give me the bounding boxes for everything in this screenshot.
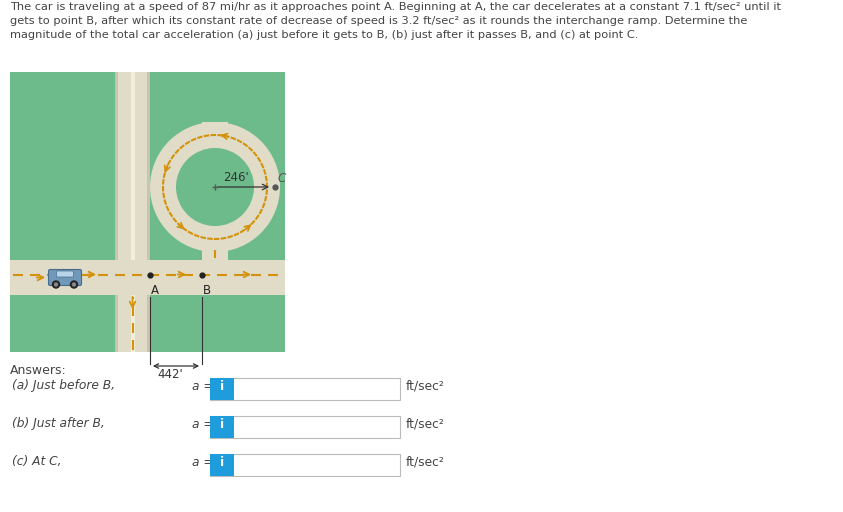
Text: (c) At C,: (c) At C, bbox=[12, 456, 62, 468]
Circle shape bbox=[176, 148, 254, 226]
FancyBboxPatch shape bbox=[56, 271, 73, 277]
Bar bbox=[10, 292, 285, 295]
Bar bbox=[210, 454, 400, 476]
Text: Answers:: Answers: bbox=[10, 364, 67, 377]
Circle shape bbox=[150, 122, 280, 252]
Bar bbox=[10, 260, 285, 295]
Text: magnitude of the total car acceleration (a) just before it gets to B, (b) just a: magnitude of the total car acceleration … bbox=[10, 30, 638, 40]
Bar bbox=[115, 72, 150, 352]
Text: a =: a = bbox=[192, 379, 213, 393]
Bar bbox=[10, 260, 285, 263]
Bar bbox=[115, 72, 118, 352]
Text: A: A bbox=[151, 284, 159, 296]
Bar bbox=[210, 416, 234, 438]
Bar bbox=[210, 416, 400, 438]
Text: a =: a = bbox=[192, 456, 213, 468]
Bar bbox=[147, 72, 150, 352]
Text: ft/sec²: ft/sec² bbox=[406, 379, 445, 393]
Bar bbox=[210, 378, 234, 400]
Text: i: i bbox=[220, 417, 224, 431]
FancyBboxPatch shape bbox=[49, 269, 82, 286]
Text: i: i bbox=[220, 456, 224, 468]
Bar bbox=[147, 72, 150, 352]
Bar bbox=[10, 260, 285, 263]
Circle shape bbox=[71, 281, 78, 288]
Text: (b) Just after B,: (b) Just after B, bbox=[12, 417, 105, 431]
Bar bbox=[131, 72, 135, 352]
Text: B: B bbox=[203, 284, 211, 296]
Text: ft/sec²: ft/sec² bbox=[406, 417, 445, 431]
Bar bbox=[202, 122, 228, 260]
Circle shape bbox=[72, 283, 76, 286]
Text: (a) Just before B,: (a) Just before B, bbox=[12, 379, 115, 393]
Bar bbox=[131, 72, 135, 352]
Text: The car is traveling at a speed of 87 mi/hr as it approaches point A. Beginning : The car is traveling at a speed of 87 mi… bbox=[10, 2, 781, 12]
Circle shape bbox=[55, 283, 57, 286]
Bar bbox=[10, 72, 285, 352]
Text: a =: a = bbox=[192, 417, 213, 431]
Bar bbox=[210, 454, 234, 476]
Circle shape bbox=[52, 281, 60, 288]
Bar bbox=[115, 72, 150, 352]
Bar bbox=[10, 260, 285, 295]
Bar bbox=[210, 378, 400, 400]
Text: gets to point B, after which its constant rate of decrease of speed is 3.2 ft/se: gets to point B, after which its constan… bbox=[10, 16, 748, 26]
Text: C: C bbox=[278, 172, 287, 185]
Bar bbox=[115, 72, 118, 352]
Text: 246': 246' bbox=[223, 171, 249, 184]
Text: 442': 442' bbox=[157, 368, 183, 381]
Text: i: i bbox=[220, 379, 224, 393]
Text: ft/sec²: ft/sec² bbox=[406, 456, 445, 468]
Bar bbox=[10, 260, 285, 295]
Bar bbox=[10, 292, 285, 295]
